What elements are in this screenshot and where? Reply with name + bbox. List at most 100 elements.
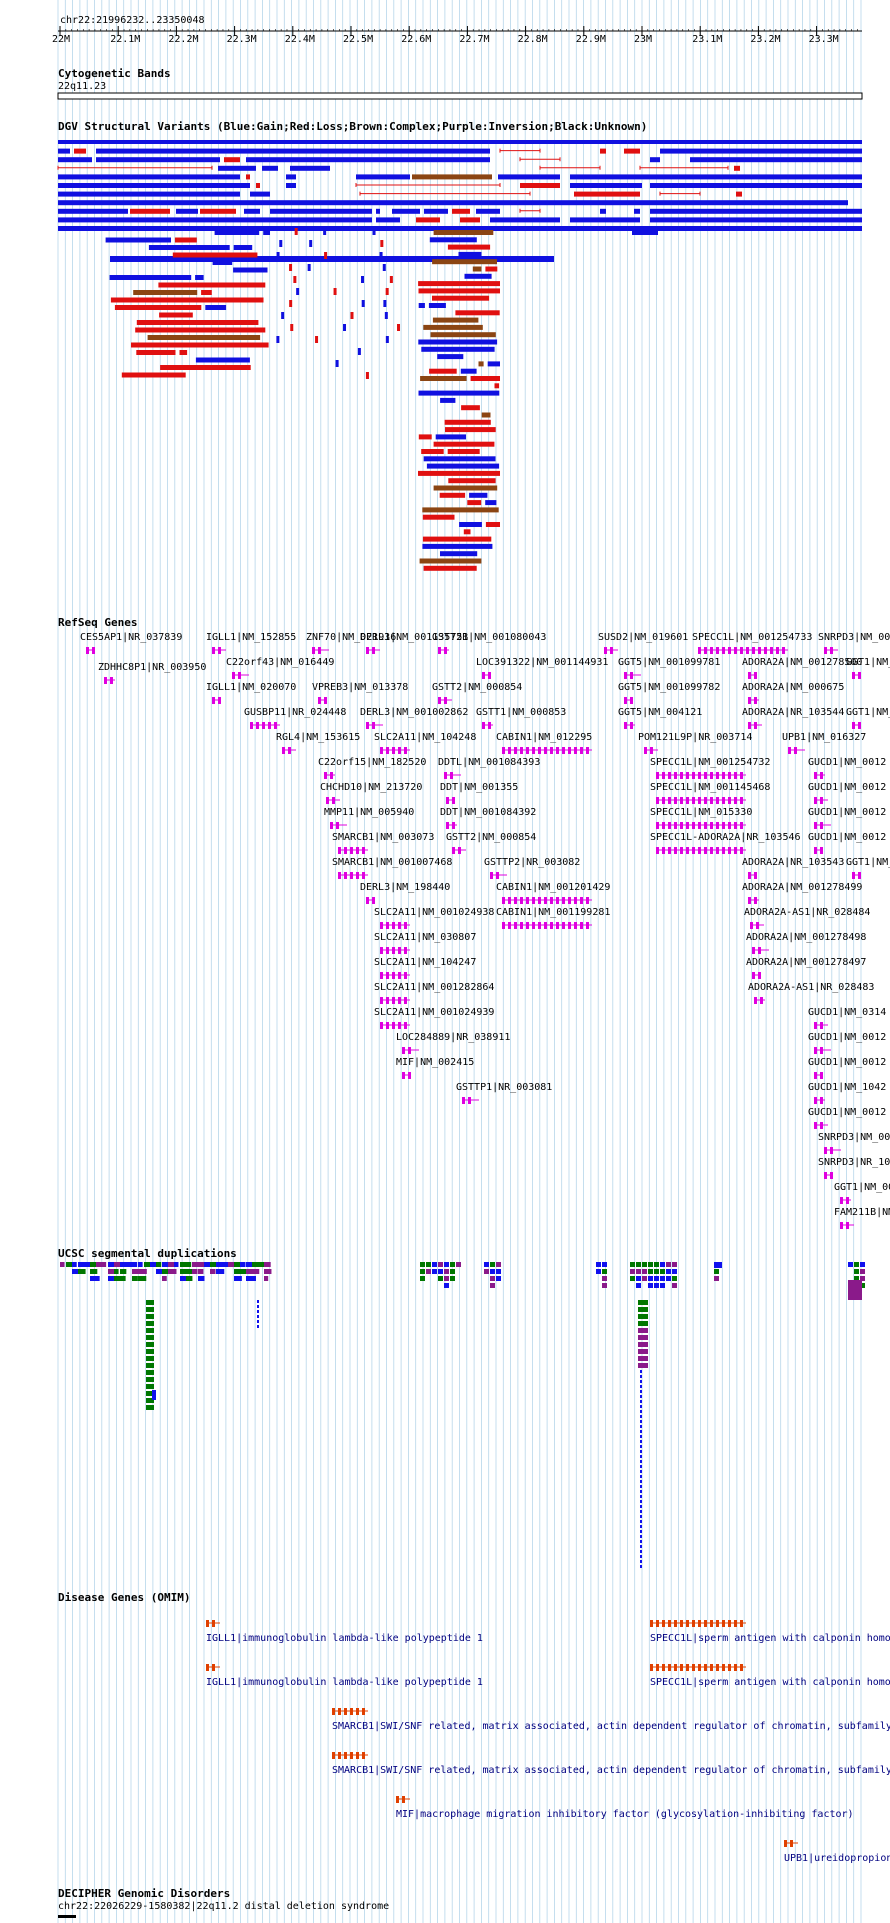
gene-label[interactable]: LOC391322|NM_001144931: [476, 657, 609, 668]
gene-label[interactable]: GSTTP1|NR_003081: [456, 1082, 553, 1093]
gene-label[interactable]: SNRPD3|NM_00: [818, 1132, 890, 1143]
gene-label[interactable]: DERL3|NM_198440: [360, 882, 451, 893]
gene-label[interactable]: DDT|NM_001355: [440, 782, 519, 793]
gene-exon: [716, 772, 719, 779]
gene-exon: [668, 822, 671, 829]
gene-label[interactable]: SPECC1L|NM_001254733: [692, 632, 813, 643]
gene-label[interactable]: SLC2A11|NM_030807: [374, 932, 477, 943]
gene-label[interactable]: SNRPD3|NM_00: [818, 632, 890, 643]
gene-label[interactable]: GGT1|NM_: [846, 657, 890, 668]
gene-exon: [392, 972, 395, 979]
gene-label[interactable]: GGT5|NM_001099781: [618, 657, 721, 668]
gene-label[interactable]: SLC2A11|NM_001024938: [374, 907, 495, 918]
decipher-entry[interactable]: chr22:22026229-1580382|22q11.2 distal de…: [58, 1901, 390, 1912]
gene-label[interactable]: GSTTP2|NR_003082: [484, 857, 581, 868]
gene-label[interactable]: ADORA2A|NR_103543: [742, 857, 845, 868]
gene-label[interactable]: GSTT1|NM_000853: [476, 707, 567, 718]
omim-entry[interactable]: IGLL1|immunoglobulin lambda-like polypep…: [206, 1633, 483, 1644]
gene-label[interactable]: SLC2A11|NM_104248: [374, 732, 477, 743]
dgv-variant: [423, 324, 483, 330]
gene-label[interactable]: ADORA2A-AS1|NR_028484: [744, 907, 871, 918]
gene-exon: [680, 822, 683, 829]
gene-label[interactable]: ADORA2A|NR_103544: [742, 707, 845, 718]
gene-label[interactable]: ADORA2A|NM_001278500: [742, 657, 863, 668]
gene-label[interactable]: GUCD1|NM_0012: [808, 1107, 887, 1118]
gene-label[interactable]: MMP11|NM_005940: [324, 807, 415, 818]
gene-exon: [758, 972, 761, 979]
gene-label[interactable]: ADORA2A|NM_001278497: [746, 957, 867, 968]
gene-label[interactable]: CABIN1|NM_012295: [496, 732, 593, 743]
gene-label[interactable]: GGT5|NM_004121: [618, 707, 703, 718]
omim-entry[interactable]: SPECC1L|sperm antigen with calponin homo: [650, 1633, 890, 1644]
gene-label[interactable]: DDTL|NM_001084393: [438, 757, 541, 768]
omim-entry[interactable]: SMARCB1|SWI/SNF related, matrix associat…: [332, 1765, 890, 1776]
segdup-block: [602, 1276, 607, 1281]
omim-glyph-exon: [206, 1620, 209, 1627]
gene-label[interactable]: GUCD1|NM_0012: [808, 782, 887, 793]
gene-label[interactable]: ADORA2A-AS1|NR_028483: [748, 982, 875, 993]
gene-label[interactable]: GGT5|NM_001099782: [618, 682, 721, 693]
omim-entry[interactable]: MIF|macrophage migration inhibitory fact…: [396, 1809, 854, 1820]
gene-label[interactable]: SMARCB1|NM_003073: [332, 832, 435, 843]
dgv-variant: [650, 208, 862, 214]
gene-label[interactable]: IGLL1|NM_152855: [206, 632, 297, 643]
gene-label[interactable]: SPECC1L-ADORA2A|NR_103546: [650, 832, 801, 843]
gene-label[interactable]: DDT|NM_001084392: [440, 807, 537, 818]
gene-label[interactable]: SPECC1L|NM_015330: [650, 807, 753, 818]
gene-label[interactable]: RGL4|NM_153615: [276, 732, 361, 743]
gene-label[interactable]: SPECC1L|NM_001145468: [650, 782, 771, 793]
gene-label[interactable]: SLC2A11|NM_001282864: [374, 982, 495, 993]
gene-label[interactable]: MIF|NM_002415: [396, 1057, 475, 1068]
gene-label[interactable]: SPECC1L|NM_001254732: [650, 757, 771, 768]
gene-label[interactable]: FAM211B|NM_: [834, 1207, 890, 1218]
gene-label[interactable]: ADORA2A|NM_001278499: [742, 882, 863, 893]
gene-label[interactable]: DERL3|NM_001002862: [360, 707, 469, 718]
gene-label[interactable]: IGLL1|NM_020070: [206, 682, 297, 693]
omim-entry[interactable]: SMARCB1|SWI/SNF related, matrix associat…: [332, 1721, 890, 1732]
gene-label[interactable]: CES5AP1|NR_037839: [80, 632, 183, 643]
gene-label[interactable]: GUCD1|NM_1042: [808, 1082, 887, 1093]
gene-label[interactable]: SUSD2|NM_019601: [598, 632, 689, 643]
gene-label[interactable]: GUCD1|NM_0012: [808, 807, 887, 818]
gene-label[interactable]: CABIN1|NM_001201429: [496, 882, 611, 893]
gene-label[interactable]: POM121L9P|NR_003714: [638, 732, 753, 743]
gene-label[interactable]: DERL3|NM_001135751: [360, 632, 469, 643]
dgv-variant: [383, 300, 387, 307]
gene-label[interactable]: GGT1|NM_: [846, 707, 890, 718]
gene-label[interactable]: GUCD1|NM_0012: [808, 1032, 887, 1043]
gene-label[interactable]: SLC2A11|NM_001024939: [374, 1007, 495, 1018]
gene-label[interactable]: ADORA2A|NM_001278498: [746, 932, 867, 943]
gene-label[interactable]: GSTT2|NM_000854: [446, 832, 537, 843]
gene-label[interactable]: GUCD1|NM_0314: [808, 1007, 887, 1018]
gene-label[interactable]: SMARCB1|NM_001007468: [332, 857, 453, 868]
gene-label[interactable]: VPREB3|NM_013378: [312, 682, 409, 693]
gene-label[interactable]: CHCHD10|NM_213720: [320, 782, 423, 793]
gene-label[interactable]: ZNF70|NM_021916: [306, 632, 397, 643]
gene-label[interactable]: GGT1|NM_: [846, 857, 890, 868]
gene-label[interactable]: GUCD1|NM_0012: [808, 757, 887, 768]
segdup-block: [490, 1269, 495, 1274]
gene-label[interactable]: GSTT2|NM_000854: [432, 682, 523, 693]
gene-label[interactable]: GUCD1|NM_0012: [808, 832, 887, 843]
gene-label[interactable]: GGT1|NM_00: [834, 1182, 890, 1193]
gene-label[interactable]: GUSBP11|NR_024448: [244, 707, 347, 718]
omim-glyph-exon: [674, 1664, 677, 1671]
gene-exon: [408, 1072, 411, 1079]
omim-entry[interactable]: SPECC1L|sperm antigen with calponin homo: [650, 1677, 890, 1688]
gene-label[interactable]: SLC2A11|NM_104247: [374, 957, 477, 968]
gene-label[interactable]: LOC284889|NR_038911: [396, 1032, 511, 1043]
gene-label[interactable]: GUCD1|NM_0012: [808, 1057, 887, 1068]
gene-label[interactable]: C22orf15|NM_182520: [318, 757, 427, 768]
gene-label[interactable]: CABIN1|NM_001199281: [496, 907, 611, 918]
gene-label[interactable]: SNRPD3|NR_10: [818, 1157, 890, 1168]
gene-label[interactable]: ADORA2A|NM_000675: [742, 682, 845, 693]
omim-glyph-exon: [206, 1664, 209, 1671]
gene-label[interactable]: UPB1|NM_016327: [782, 732, 867, 743]
gene-label[interactable]: GSTT2B|NM_001080043: [432, 632, 547, 643]
gene-label[interactable]: C22orf43|NM_016449: [226, 657, 335, 668]
omim-entry[interactable]: IGLL1|immunoglobulin lambda-like polypep…: [206, 1677, 483, 1688]
gene-label[interactable]: ZDHHC8P1|NR_003950: [98, 662, 207, 673]
omim-entry[interactable]: UPB1|ureidopropion: [784, 1853, 890, 1864]
omim-glyph-exon: [662, 1664, 665, 1671]
cytoband-label[interactable]: 22q11.23: [58, 81, 107, 92]
